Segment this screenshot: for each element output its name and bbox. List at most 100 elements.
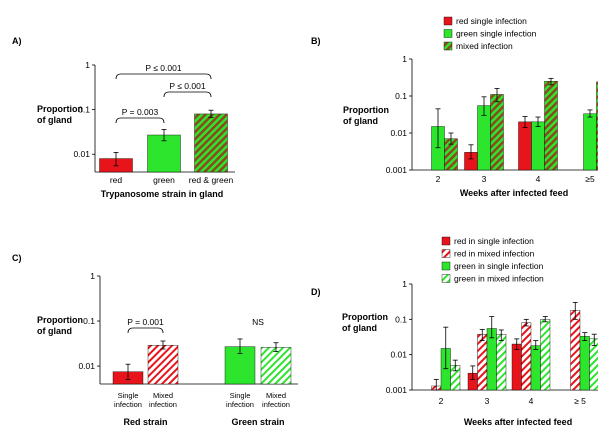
- bar: [570, 310, 581, 391]
- x-tick-label: infection: [149, 400, 177, 409]
- group-title: Red strain: [123, 417, 167, 427]
- significance-label: P = 0.003: [122, 107, 159, 117]
- bar: [147, 345, 179, 385]
- bar: [194, 113, 228, 173]
- significance-annotations: P = 0.001 NS: [127, 317, 264, 334]
- x-axis-title: Weeks after infected feed: [460, 188, 568, 198]
- panel-d: D) Proportion of gland red in single inf…: [311, 236, 598, 427]
- x-tick-label: green: [153, 175, 175, 185]
- y-axis-label-line2: of gland: [343, 116, 378, 126]
- legend: red single infection green single infecti…: [443, 16, 537, 51]
- legend-entry: red in mixed infection: [454, 249, 535, 259]
- y-tick-label: 0.01: [73, 149, 90, 159]
- panel-label: A): [12, 36, 22, 46]
- legend-swatch: [443, 16, 453, 26]
- y-axis-label-line1: Proportion: [37, 104, 83, 114]
- y-tick-label: 0.01: [78, 361, 95, 371]
- legend-swatch: [443, 29, 453, 38]
- y-tick-label: 1: [90, 271, 95, 281]
- significance-bracket: [115, 117, 165, 124]
- legend-entry: mixed infection: [456, 41, 513, 51]
- x-tick-label: ≥ 5: [574, 396, 586, 406]
- bar: [579, 336, 590, 391]
- x-tick-label: Mixed: [266, 391, 286, 400]
- panel-a: A) Proportion of gland 1 0.1 0.01 red green…: [12, 36, 235, 199]
- x-tick-labels: 2 3 4 ≥5: [436, 174, 595, 184]
- y-tick-labels: 1 0.1 0.01 0.001: [386, 279, 408, 395]
- x-tick-label: Single: [118, 391, 139, 400]
- bar: [596, 81, 598, 171]
- x-tick-label: 2: [439, 396, 444, 406]
- y-axis-label-line2: of gland: [342, 323, 377, 333]
- bar: [531, 121, 545, 171]
- significance-annotations: P = 0.003 P ≤ 0.001 P ≤ 0.001: [115, 63, 212, 124]
- legend-entry: green in single infection: [454, 261, 544, 271]
- y-tick-label: 1: [402, 279, 407, 289]
- x-tick-label: 4: [529, 396, 534, 406]
- significance-bracket: [127, 327, 164, 334]
- y-tick-label: 1: [402, 54, 407, 64]
- x-tick-label: 4: [536, 174, 541, 184]
- panel-label: C): [12, 253, 22, 263]
- significance-bracket: [115, 73, 212, 80]
- bar: [477, 333, 488, 391]
- x-tick-label: red & green: [189, 175, 234, 185]
- x-tick-labels: 2 3 4 ≥ 5: [439, 396, 587, 406]
- legend-entry: green single infection: [456, 29, 537, 39]
- x-tick-label: 3: [485, 396, 490, 406]
- y-tick-labels: 1 0.1 0.01 0.001: [386, 54, 408, 175]
- x-tick-labels: SingleinfectionMixedinfectionSingleinfec…: [114, 391, 290, 409]
- y-tick-label: 1: [85, 60, 90, 70]
- x-tick-label: 3: [482, 174, 487, 184]
- legend-entry: red in single infection: [454, 236, 534, 246]
- error-bars: [125, 338, 279, 381]
- bar: [544, 81, 558, 171]
- legend-entry: green in mixed infection: [454, 274, 544, 284]
- significance-label: P = 0.001: [127, 317, 164, 327]
- x-axis-title: Weeks after infected feed: [464, 417, 572, 427]
- group-titles: Red strain Green strain: [123, 417, 284, 427]
- significance-bracket: [163, 91, 212, 98]
- bar: [511, 343, 522, 391]
- x-tick-label: infection: [114, 400, 142, 409]
- y-axis-label-line2: of gland: [37, 326, 72, 336]
- y-tick-label: 0.1: [395, 314, 407, 324]
- y-tick-label: 0.001: [386, 385, 408, 395]
- panel-label: B): [311, 36, 321, 46]
- x-tick-label: Mixed: [153, 391, 173, 400]
- legend-swatch: [443, 41, 453, 51]
- bar: [260, 347, 292, 385]
- bar: [530, 345, 541, 391]
- bars: [99, 113, 228, 173]
- panel-b: B) Proportion of gland red single infect…: [311, 16, 598, 198]
- panel-c: C) Proportion of gland 10.10.01 Singlein…: [12, 253, 298, 427]
- bars: [112, 345, 292, 385]
- error-bars: [113, 109, 214, 167]
- bar: [589, 338, 598, 391]
- significance-label: NS: [252, 317, 264, 327]
- bars: [431, 81, 598, 171]
- y-tick-label: 0.1: [78, 105, 90, 115]
- x-tick-label: Single: [230, 391, 251, 400]
- legend-swatch: [441, 236, 451, 246]
- legend: red in single infection red in mixed infe…: [441, 236, 544, 284]
- bars: [431, 310, 598, 391]
- y-axis-label-line1: Proportion: [37, 315, 83, 325]
- legend-entry: red single infection: [456, 16, 527, 26]
- y-axis-label-line1: Proportion: [343, 105, 389, 115]
- group-title: Green strain: [231, 417, 284, 427]
- x-axis-title: Trypanosome strain in gland: [101, 189, 224, 199]
- bar: [521, 322, 532, 391]
- y-axis-label-line1: Proportion: [342, 312, 388, 322]
- y-tick-labels: 1 0.1 0.01: [73, 60, 90, 159]
- y-axis-label-line2: of gland: [37, 115, 72, 125]
- legend-swatch: [441, 249, 451, 258]
- x-tick-label: ≥5: [585, 174, 595, 184]
- y-tick-label: 0.1: [83, 316, 95, 326]
- significance-label: P ≤ 0.001: [145, 63, 181, 73]
- y-tick-label: 0.001: [386, 165, 408, 175]
- y-tick-label: 0.01: [390, 128, 407, 138]
- error-bars: [435, 77, 593, 160]
- legend-swatch: [441, 261, 451, 271]
